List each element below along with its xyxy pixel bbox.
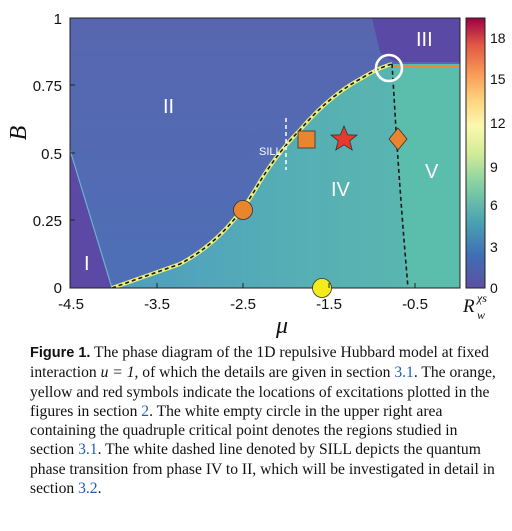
colorbar: 18 15 12 9 6 3 0 R χs w (462, 17, 506, 322)
phase-iii-region (372, 18, 460, 62)
figure-caption: Figure 1. The phase diagram of the 1D re… (30, 343, 498, 498)
colorbar-tick: 15 (490, 71, 506, 87)
y-tick-label: 0.25 (33, 213, 62, 230)
sill-label: SILL (259, 146, 282, 158)
section-ref-link[interactable]: 3.2 (78, 480, 98, 498)
red-star-marker (329, 124, 359, 151)
section-ref-link[interactable]: 3.1 (78, 441, 98, 459)
y-tick-label: 1 (54, 11, 62, 28)
caption-text: . The white dashed line denoted by SILL … (30, 441, 495, 498)
colorbar-tick: 18 (490, 30, 506, 46)
section-ref-link[interactable]: 2 (141, 402, 150, 420)
y-axis-name: B (6, 125, 32, 140)
colorbar-tick: 6 (490, 197, 498, 213)
colorbar-tick: 12 (490, 115, 506, 131)
caption-text: The phase diagram of the 1D repulsive Hu… (30, 344, 489, 382)
colorbar-label-sup: χs (476, 291, 487, 305)
caption-text: . The orange, yellow and red symbols ind… (30, 364, 496, 420)
y-tick-label: 0 (54, 280, 62, 297)
x-axis: -4.5 -3.5 -2.5 -1.5 -0.5 μ (58, 283, 428, 339)
y-tick-label: 0.5 (41, 146, 62, 163)
colorbar-tick: 3 (490, 239, 498, 255)
orange-square-marker (297, 130, 316, 149)
x-tick-label: -4.5 (58, 296, 84, 313)
phase-diagram-figure: I II III IV V SILL 1 0.75 0.5 0.25 0 B -… (6, 11, 506, 339)
white-circle-marker (374, 53, 404, 83)
caption-text: . (97, 480, 102, 498)
region-label-ii: II (163, 96, 174, 118)
region-label-iii: III (416, 29, 433, 51)
phase-iv-region (112, 64, 460, 288)
x-tick-label: -1.5 (316, 296, 342, 313)
orange-diamond-marker (388, 127, 408, 151)
region-label-iv: IV (331, 179, 351, 201)
colorbar-gradient (465, 17, 486, 289)
caption-label: Figure 1. (30, 345, 91, 361)
caption-equation: u = 1 (100, 364, 135, 382)
sill-dashed-line (111, 63, 393, 288)
phase-i-boundary (70, 149, 113, 288)
region-label-v: V (425, 161, 439, 183)
orange-circle-marker (233, 200, 253, 220)
colorbar-tick: 9 (490, 159, 498, 175)
phase-v-region (392, 64, 460, 288)
yellow-circle-marker (312, 278, 332, 298)
x-tick-label: -2.5 (230, 296, 256, 313)
y-axis: 1 0.75 0.5 0.25 0 B (6, 11, 75, 297)
caption-text: , of which the details are given in sect… (134, 364, 395, 382)
x-tick-label: -0.5 (402, 296, 428, 313)
colorbar-label-sub: w (477, 308, 485, 322)
y-tick-label: 0.75 (33, 78, 62, 95)
x-axis-name: μ (275, 313, 288, 339)
colorbar-label: R (462, 296, 475, 317)
section-ref-link[interactable]: 3.1 (394, 364, 414, 382)
region-label-i: I (84, 253, 90, 275)
colorbar-tick: 0 (490, 280, 498, 296)
x-tick-label: -3.5 (144, 296, 170, 313)
caption-text: . The white empty circle in the upper ri… (30, 402, 458, 459)
